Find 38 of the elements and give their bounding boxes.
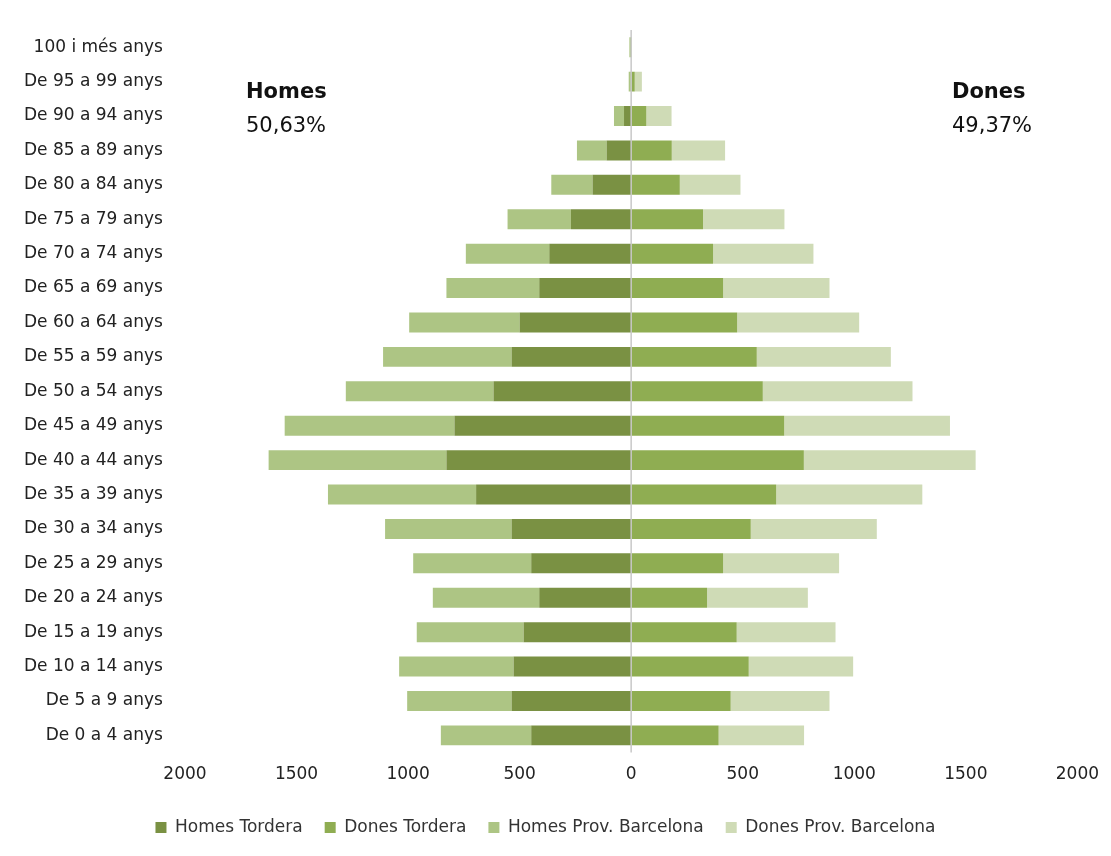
y-tick-label: De 55 a 59 anys bbox=[23, 345, 164, 366]
legend-label: Homes Prov. Barcelona bbox=[507, 815, 704, 836]
y-tick-label: De 70 a 74 anys bbox=[23, 242, 164, 263]
annotation: 49,37% bbox=[952, 112, 1033, 139]
y-tick-label: De 45 a 49 anys bbox=[23, 414, 164, 435]
x-tick-label: 1000 bbox=[832, 763, 876, 784]
y-tick-label: De 75 a 79 anys bbox=[23, 207, 164, 228]
annotation: Dones bbox=[952, 78, 1026, 105]
y-tick-label: De 50 a 54 anys bbox=[23, 379, 164, 400]
x-tick-label: 500 bbox=[726, 763, 759, 784]
y-tick-label: De 10 a 14 anys bbox=[23, 655, 164, 675]
y-tick-label: 100 i més anys bbox=[33, 35, 164, 56]
y-tick-label: De 40 a 44 anys bbox=[23, 448, 164, 469]
y-tick-label: De 15 a 19 anys bbox=[23, 620, 164, 641]
y-tick-label: De 65 a 69 anys bbox=[23, 276, 164, 297]
y-tick-label: De 25 a 29 anys bbox=[23, 551, 164, 572]
annotation: 50,63% bbox=[246, 112, 327, 139]
y-tick-label: De 60 a 64 anys bbox=[23, 310, 164, 331]
x-tick-label: 500 bbox=[503, 763, 536, 784]
y-tick-label: De 35 a 39 anys bbox=[23, 482, 164, 503]
x-tick-label: 1500 bbox=[944, 763, 988, 784]
y-tick-label: De 5 a 9 anys bbox=[45, 689, 164, 710]
legend-label: Dones Tordera bbox=[344, 815, 467, 836]
y-tick-label: De 30 a 34 anys bbox=[23, 517, 164, 538]
x-tick-label: 1000 bbox=[386, 763, 430, 784]
y-tick-label: De 20 a 24 anys bbox=[23, 586, 164, 607]
y-tick-label: De 0 a 4 anys bbox=[45, 723, 164, 744]
legend-label: Homes Tordera bbox=[174, 815, 303, 836]
y-tick-label: De 80 a 84 anys bbox=[23, 173, 164, 194]
x-tick-label: 0 bbox=[625, 763, 637, 784]
y-tick-label: De 95 a 99 anys bbox=[23, 70, 164, 91]
annotation: Homes bbox=[246, 78, 327, 105]
x-tick-label: 1500 bbox=[274, 763, 319, 784]
y-tick-label: De 85 a 89 anys bbox=[23, 138, 164, 159]
x-tick-label: 2000 bbox=[1055, 763, 1099, 784]
y-tick-label: De 90 a 94 anys bbox=[23, 104, 164, 125]
legend-label: Dones Prov. Barcelona bbox=[745, 815, 936, 836]
x-tick-label: 2000 bbox=[163, 763, 207, 784]
